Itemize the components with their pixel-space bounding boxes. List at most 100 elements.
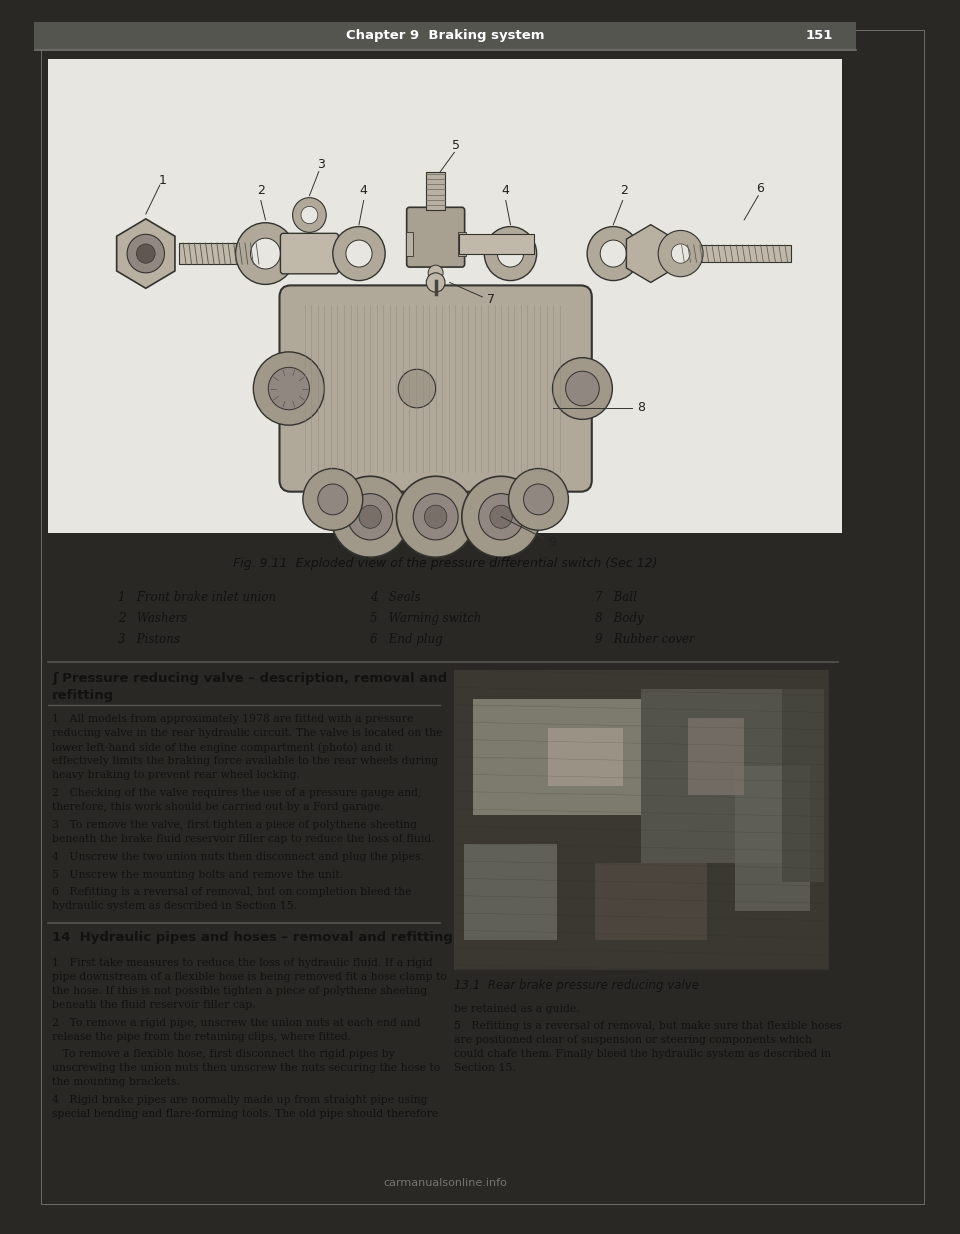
Text: effectively limits the braking force available to the rear wheels during: effectively limits the braking force ava… bbox=[52, 756, 439, 766]
Circle shape bbox=[293, 197, 326, 232]
Circle shape bbox=[413, 494, 458, 540]
Text: 8: 8 bbox=[636, 401, 645, 415]
Circle shape bbox=[333, 227, 385, 280]
Bar bbox=[458, 232, 466, 255]
Text: ʃ Pressure reducing valve – description, removal and
refitting: ʃ Pressure reducing valve – description,… bbox=[52, 673, 447, 702]
Circle shape bbox=[348, 494, 393, 540]
Bar bbox=[464, 844, 557, 940]
Text: 9   Rubber cover: 9 Rubber cover bbox=[594, 633, 694, 647]
Text: 1   First take measures to reduce the loss of hydraulic fluid. If a rigid: 1 First take measures to reduce the loss… bbox=[52, 958, 433, 967]
Text: are positioned clear of suspension or steering components which: are positioned clear of suspension or st… bbox=[454, 1035, 812, 1045]
Text: 5: 5 bbox=[452, 139, 460, 152]
Circle shape bbox=[428, 265, 444, 280]
Circle shape bbox=[565, 371, 599, 406]
Circle shape bbox=[136, 244, 156, 263]
Text: therefore, this work should be carried out by a Ford garage.: therefore, this work should be carried o… bbox=[52, 802, 384, 812]
Circle shape bbox=[127, 234, 164, 273]
Text: 8   Body: 8 Body bbox=[594, 612, 643, 626]
Text: 2   To remove a rigid pipe, unscrew the union nuts at each end and: 2 To remove a rigid pipe, unscrew the un… bbox=[52, 1018, 420, 1028]
Circle shape bbox=[301, 206, 318, 223]
Text: 4: 4 bbox=[502, 184, 510, 197]
Text: 6   Refitting is a reversal of removal, but on completion bleed the: 6 Refitting is a reversal of removal, bu… bbox=[52, 887, 412, 897]
Text: 3   To remove the valve, first tighten a piece of polythene sheeting: 3 To remove the valve, first tighten a p… bbox=[52, 819, 418, 830]
Text: 6: 6 bbox=[756, 181, 764, 195]
Text: 3: 3 bbox=[317, 158, 324, 172]
Bar bbox=[781, 690, 824, 882]
Bar bbox=[426, 172, 445, 210]
Text: 14  Hydraulic pipes and hoses – removal and refitting: 14 Hydraulic pipes and hoses – removal a… bbox=[52, 930, 453, 944]
Text: 2   Washers: 2 Washers bbox=[118, 612, 187, 626]
Bar bbox=[34, 22, 856, 49]
Circle shape bbox=[490, 505, 513, 528]
Text: pipe downstream of a flexible hose is being removed fit a hose clamp to: pipe downstream of a flexible hose is be… bbox=[52, 971, 447, 982]
Polygon shape bbox=[627, 225, 675, 283]
Polygon shape bbox=[117, 218, 175, 289]
Bar bbox=[454, 670, 828, 969]
Circle shape bbox=[235, 222, 296, 284]
Text: 6   End plug: 6 End plug bbox=[371, 633, 443, 647]
Circle shape bbox=[600, 241, 626, 267]
Text: 2: 2 bbox=[257, 184, 265, 197]
Text: 4   Seals: 4 Seals bbox=[371, 591, 420, 603]
Bar bbox=[473, 698, 641, 814]
Circle shape bbox=[268, 368, 309, 410]
Text: beneath the brake fluid reservoir filler cap to reduce the loss of fluid.: beneath the brake fluid reservoir filler… bbox=[52, 834, 435, 844]
Circle shape bbox=[426, 273, 445, 292]
FancyBboxPatch shape bbox=[407, 207, 465, 267]
Bar bbox=[180, 243, 264, 264]
Text: reducing valve in the rear hydraulic circuit. The valve is located on the: reducing valve in the rear hydraulic cir… bbox=[52, 728, 443, 738]
Circle shape bbox=[303, 469, 363, 531]
Text: 1   All models from approximately 1978 are fitted with a pressure: 1 All models from approximately 1978 are… bbox=[52, 714, 414, 724]
Text: 1   Front brake inlet union: 1 Front brake inlet union bbox=[118, 591, 276, 603]
Circle shape bbox=[484, 227, 537, 280]
Text: To remove a flexible hose, first disconnect the rigid pipes by: To remove a flexible hose, first disconn… bbox=[52, 1049, 396, 1059]
Text: 5   Unscrew the mounting bolts and remove the unit.: 5 Unscrew the mounting bolts and remove … bbox=[52, 870, 344, 880]
Text: Fig. 9.11  Exploded view of the pressure differential switch (Sec 12): Fig. 9.11 Exploded view of the pressure … bbox=[232, 558, 658, 570]
Text: carmanualsonline.info: carmanualsonline.info bbox=[383, 1177, 507, 1187]
Circle shape bbox=[588, 227, 639, 280]
Bar bbox=[406, 232, 413, 255]
Text: 13.1  Rear brake pressure reducing valve: 13.1 Rear brake pressure reducing valve bbox=[454, 979, 699, 991]
Text: 151: 151 bbox=[805, 30, 833, 42]
Bar bbox=[594, 863, 707, 940]
Text: be retained as a guide.: be retained as a guide. bbox=[454, 1003, 580, 1013]
Text: 4   Rigid brake pipes are normally made up from straight pipe using: 4 Rigid brake pipes are normally made up… bbox=[52, 1095, 428, 1106]
Circle shape bbox=[251, 238, 280, 269]
Circle shape bbox=[523, 484, 554, 515]
Bar bbox=[688, 718, 744, 796]
Text: unscrewing the union nuts then unscrew the nuts securing the hose to: unscrewing the union nuts then unscrew t… bbox=[52, 1064, 441, 1074]
Text: 9: 9 bbox=[548, 537, 556, 549]
Text: the hose. If this is not possible tighten a piece of polythene sheeting: the hose. If this is not possible tighte… bbox=[52, 986, 427, 996]
Text: special bending and flare-forming tools. The old pipe should therefore: special bending and flare-forming tools.… bbox=[52, 1109, 439, 1119]
Circle shape bbox=[424, 505, 446, 528]
Text: 4   Unscrew the two union nuts then disconnect and plug the pipes.: 4 Unscrew the two union nuts then discon… bbox=[52, 851, 424, 861]
Text: lower left-hand side of the engine compartment (photo) and it: lower left-hand side of the engine compa… bbox=[52, 743, 393, 753]
Circle shape bbox=[331, 476, 410, 558]
Text: 1: 1 bbox=[158, 174, 167, 186]
Bar bbox=[679, 244, 791, 263]
Text: 5   Refitting is a reversal of removal, but make sure that flexible hoses: 5 Refitting is a reversal of removal, bu… bbox=[454, 1022, 842, 1032]
Text: 3   Pistons: 3 Pistons bbox=[118, 633, 180, 647]
Circle shape bbox=[497, 241, 523, 267]
FancyBboxPatch shape bbox=[280, 233, 339, 274]
Bar bbox=[734, 766, 809, 911]
Circle shape bbox=[318, 484, 348, 515]
Text: Chapter 9  Braking system: Chapter 9 Braking system bbox=[346, 30, 544, 42]
Bar bbox=[459, 234, 534, 253]
Circle shape bbox=[671, 244, 690, 263]
Text: the mounting brackets.: the mounting brackets. bbox=[52, 1077, 180, 1087]
FancyBboxPatch shape bbox=[279, 285, 591, 491]
Bar bbox=[454, 670, 828, 969]
Circle shape bbox=[509, 469, 568, 531]
Circle shape bbox=[479, 494, 523, 540]
Text: 7: 7 bbox=[487, 294, 495, 306]
Text: 2   Checking of the valve requires the use of a pressure gauge and,: 2 Checking of the valve requires the use… bbox=[52, 789, 421, 798]
Circle shape bbox=[659, 231, 703, 276]
Bar bbox=[641, 690, 781, 863]
Text: 2: 2 bbox=[620, 184, 629, 197]
Text: hydraulic system as described in Section 15.: hydraulic system as described in Section… bbox=[52, 901, 298, 912]
Bar bbox=[48, 59, 842, 533]
Text: 4: 4 bbox=[360, 184, 368, 197]
Bar bbox=[548, 728, 623, 786]
Text: release the pipe from the retaining clips, where fitted.: release the pipe from the retaining clip… bbox=[52, 1032, 351, 1041]
